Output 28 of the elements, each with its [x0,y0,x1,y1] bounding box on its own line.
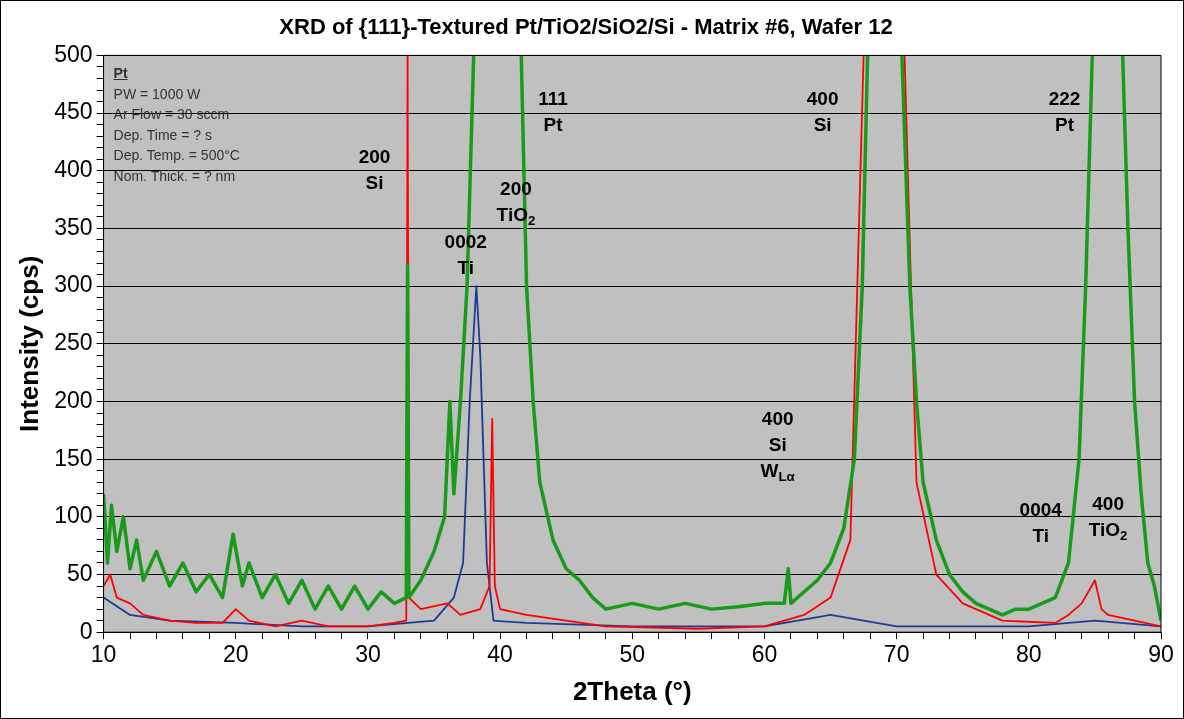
x-tick-label: 70 [883,641,910,668]
y-tick-label: 250 [54,329,93,356]
x-tick-label: 40 [487,641,513,668]
x-tick-label: 80 [1016,641,1042,668]
y-tick-label: 100 [54,502,93,529]
y-tick-label: 200 [54,386,93,413]
annotation: 400 Si [806,88,839,136]
y-tick-label: 500 [54,40,93,67]
x-tick-label: 60 [751,641,778,668]
x-tick-label: 50 [619,641,646,668]
x-axis-title: 2Theta (°) [572,675,692,706]
y-tick-label: 450 [54,98,93,125]
x-tick-label: 10 [90,641,117,668]
y-axis-title: Intensity (cps) [13,255,44,432]
x-tick-label: 20 [222,641,249,668]
y-tick-label: 400 [54,156,93,183]
y-tick-label: 0 [79,617,93,644]
y-tick-label: 150 [54,444,93,471]
y-tick-label: 350 [54,213,93,240]
x-tick-label: 90 [1148,641,1174,668]
annotation: 0004 Ti [1019,499,1063,546]
y-tick-label: 300 [54,271,93,298]
y-tick-label: 50 [66,559,93,586]
annotation: 111 Pt [538,88,569,136]
annotation: 222 Pt [1048,88,1081,136]
chart-title: XRD of {111}-Textured Pt/TiO2/SiO2/Si - Matrix #6, Wafer 12 [279,14,893,40]
x-tick-label: 30 [355,641,381,668]
annotation: 200 Si [358,145,391,193]
